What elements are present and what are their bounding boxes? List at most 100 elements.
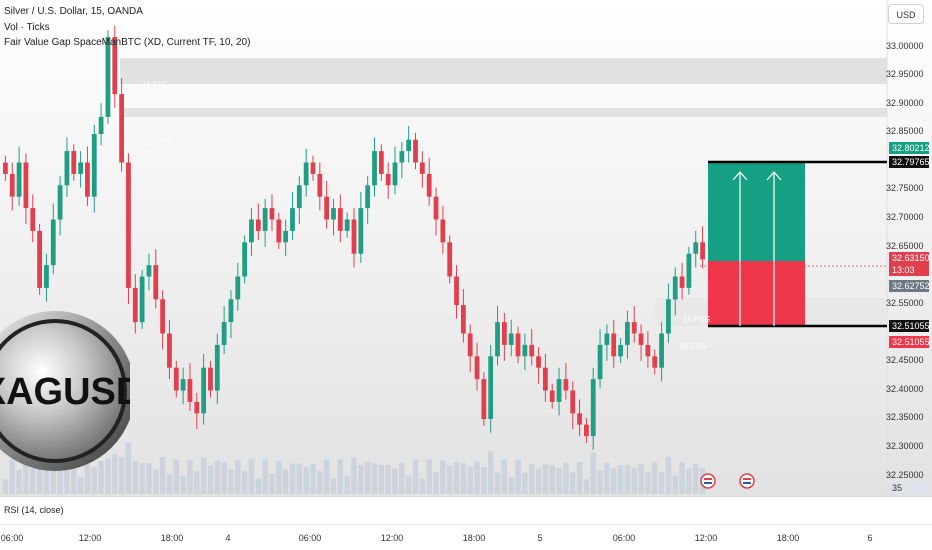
volume-bar: [522, 472, 528, 494]
candle-body: [460, 305, 466, 334]
candle-body: [618, 344, 623, 357]
volume-bar: [426, 459, 432, 494]
candle-body: [474, 356, 480, 380]
volume-bar: [125, 442, 132, 494]
candle-body: [556, 379, 562, 402]
candle-body: [351, 219, 357, 254]
price-axis-label: 32.65000: [886, 241, 924, 251]
rsi-pane[interactable]: RSI (14, close): [0, 496, 932, 524]
volume-bar: [440, 460, 446, 494]
candle-body: [64, 151, 70, 186]
candle-body: [201, 367, 207, 414]
candle-body: [679, 276, 685, 288]
price-axis-label: 33.00000: [886, 41, 924, 51]
candle-body: [638, 333, 644, 345]
volume-legend[interactable]: Vol · Ticks: [4, 22, 50, 33]
volume-bar: [30, 468, 36, 494]
candle-body: [501, 322, 507, 345]
fvg-zone: [120, 58, 887, 84]
candle-body: [508, 333, 514, 345]
volume-bar: [235, 460, 241, 494]
fvg-label: 15 FVG: [146, 138, 174, 147]
candle-body: [392, 162, 398, 186]
volume-bar: [652, 462, 658, 494]
candle-body: [228, 299, 234, 323]
event-flag-icon[interactable]: [739, 473, 755, 489]
volume-bar: [528, 464, 535, 494]
volume-bar: [645, 472, 651, 494]
candle-body: [290, 208, 295, 231]
volume-bar: [296, 463, 303, 494]
arrow-up-icon: [732, 171, 748, 326]
volume-bar: [276, 461, 282, 494]
volume-value-tag: 35: [889, 482, 929, 494]
candle-body: [625, 322, 630, 345]
candle-body: [126, 162, 131, 288]
candle-body: [344, 219, 350, 231]
volume-bar: [638, 464, 644, 494]
countdown-tag: 13:03: [889, 264, 929, 276]
candle-body: [255, 219, 261, 231]
candle-body: [433, 196, 439, 220]
chart-canvas[interactable]: [0, 0, 932, 496]
volume-bar: [624, 464, 631, 494]
candle-body: [187, 379, 193, 402]
candle-body: [296, 185, 302, 209]
candle-body: [419, 162, 425, 174]
time-axis[interactable]: 06:00 12:00 18:00 4 06:00 12:00 18:00 5 06:00 12:…: [0, 524, 932, 550]
candle-body: [413, 139, 418, 163]
candle-body: [672, 276, 678, 300]
volume-bar: [57, 459, 63, 494]
time-axis-label: 12:00: [380, 533, 404, 543]
symbol-legend[interactable]: Silver / U.S. Dollar, 15, OANDA: [4, 6, 143, 17]
candle-body: [208, 367, 213, 391]
candle-body: [3, 162, 8, 174]
candle-body: [515, 333, 521, 357]
volume-bar: [180, 475, 186, 494]
price-chart-pane[interactable]: Silver / U.S. Dollar, 15, OANDA Vol · Ti…: [0, 0, 932, 496]
volume-bar: [43, 464, 50, 494]
candle-body: [700, 242, 705, 260]
volume-bar: [64, 467, 70, 494]
volume-bar: [105, 458, 111, 494]
volume-bar: [248, 459, 255, 494]
volume-bar: [378, 464, 385, 494]
volume-bar: [385, 464, 391, 494]
candle-body: [85, 162, 90, 197]
volume-bar: [228, 469, 234, 494]
volume-bar: [194, 471, 200, 494]
target-zone[interactable]: [708, 162, 805, 261]
candle-body: [50, 219, 56, 266]
volume-bar: [303, 467, 309, 494]
volume-bar: [344, 476, 350, 494]
price-axis-label: 32.25000: [886, 470, 924, 480]
candle-body: [529, 344, 535, 357]
candle-body: [495, 322, 500, 357]
candle-body: [583, 424, 589, 437]
rsi-legend[interactable]: RSI (14, close): [4, 505, 64, 515]
volume-bar: [617, 465, 624, 494]
volume-bar: [665, 456, 672, 494]
stop-zone[interactable]: [708, 261, 805, 326]
arrow-up-icon: [766, 171, 782, 326]
target-line-tag: 32.79765: [889, 156, 930, 168]
volume-bar: [453, 461, 460, 494]
event-flag-icon[interactable]: [700, 473, 716, 489]
volume-bar: [118, 457, 125, 494]
candle-body: [57, 185, 63, 220]
volume-bar: [494, 472, 501, 494]
volume-bar: [71, 459, 77, 494]
volume-bar: [460, 463, 467, 494]
volume-bar: [173, 459, 180, 494]
time-axis-label: 18:00: [776, 533, 800, 543]
time-axis-label: 5: [537, 533, 543, 543]
volume-bar: [255, 478, 262, 494]
price-axis-label: 32.90000: [886, 98, 924, 108]
volume-bar: [337, 459, 344, 494]
candle-body: [71, 151, 77, 174]
indicator-legend[interactable]: Fair Value Gap SpaceManBTC (XD, Current …: [4, 37, 251, 48]
currency-button[interactable]: USD: [888, 4, 924, 24]
candle-body: [454, 276, 459, 305]
volume-bar: [515, 459, 521, 494]
target-price-tag: 32.80212: [889, 142, 930, 154]
